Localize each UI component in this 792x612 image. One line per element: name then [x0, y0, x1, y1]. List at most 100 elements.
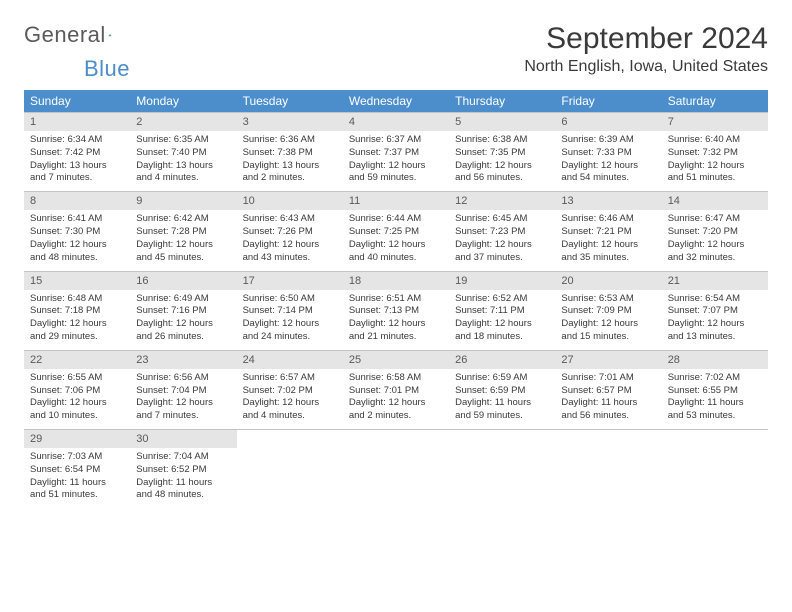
day-header: Friday	[555, 90, 661, 113]
day-details: Sunrise: 6:38 AMSunset: 7:35 PMDaylight:…	[449, 131, 555, 191]
calendar-row: 15Sunrise: 6:48 AMSunset: 7:18 PMDayligh…	[24, 271, 768, 350]
day-number: 30	[130, 430, 236, 448]
day-details: Sunrise: 6:52 AMSunset: 7:11 PMDaylight:…	[449, 290, 555, 350]
day-number: 11	[343, 192, 449, 210]
sunrise-line: Sunrise: 6:35 AM	[136, 134, 230, 147]
calendar-row: 8Sunrise: 6:41 AMSunset: 7:30 PMDaylight…	[24, 192, 768, 271]
sunrise-line: Sunrise: 6:56 AM	[136, 372, 230, 385]
day-details: Sunrise: 6:43 AMSunset: 7:26 PMDaylight:…	[237, 210, 343, 270]
calendar-cell: 16Sunrise: 6:49 AMSunset: 7:16 PMDayligh…	[130, 271, 236, 350]
day-header: Wednesday	[343, 90, 449, 113]
day-number: 2	[130, 113, 236, 131]
sunrise-line: Sunrise: 6:48 AM	[30, 293, 124, 306]
day-details: Sunrise: 6:51 AMSunset: 7:13 PMDaylight:…	[343, 290, 449, 350]
sunset-line: Sunset: 6:52 PM	[136, 464, 230, 477]
sunset-line: Sunset: 7:04 PM	[136, 385, 230, 398]
calendar-cell: 22Sunrise: 6:55 AMSunset: 7:06 PMDayligh…	[24, 350, 130, 429]
calendar-cell: 11Sunrise: 6:44 AMSunset: 7:25 PMDayligh…	[343, 192, 449, 271]
day-details: Sunrise: 6:40 AMSunset: 7:32 PMDaylight:…	[662, 131, 768, 191]
calendar-row: 22Sunrise: 6:55 AMSunset: 7:06 PMDayligh…	[24, 350, 768, 429]
sunset-line: Sunset: 6:55 PM	[668, 385, 762, 398]
calendar-row: 1Sunrise: 6:34 AMSunset: 7:42 PMDaylight…	[24, 113, 768, 192]
day-number: 10	[237, 192, 343, 210]
day-details: Sunrise: 6:49 AMSunset: 7:16 PMDaylight:…	[130, 290, 236, 350]
sunset-line: Sunset: 7:21 PM	[561, 226, 655, 239]
daylight-line: Daylight: 11 hours and 53 minutes.	[668, 397, 762, 423]
calendar-empty-cell	[555, 430, 661, 509]
sunrise-line: Sunrise: 6:41 AM	[30, 213, 124, 226]
calendar-row: 29Sunrise: 7:03 AMSunset: 6:54 PMDayligh…	[24, 430, 768, 509]
day-number: 24	[237, 351, 343, 369]
day-number: 9	[130, 192, 236, 210]
daylight-line: Daylight: 13 hours and 2 minutes.	[243, 160, 337, 186]
day-details: Sunrise: 7:02 AMSunset: 6:55 PMDaylight:…	[662, 369, 768, 429]
day-details: Sunrise: 6:36 AMSunset: 7:38 PMDaylight:…	[237, 131, 343, 191]
daylight-line: Daylight: 12 hours and 56 minutes.	[455, 160, 549, 186]
sunset-line: Sunset: 7:25 PM	[349, 226, 443, 239]
calendar-cell: 18Sunrise: 6:51 AMSunset: 7:13 PMDayligh…	[343, 271, 449, 350]
calendar-table: SundayMondayTuesdayWednesdayThursdayFrid…	[24, 90, 768, 508]
day-details: Sunrise: 6:47 AMSunset: 7:20 PMDaylight:…	[662, 210, 768, 270]
title-block: September 2024 North English, Iowa, Unit…	[524, 22, 768, 76]
calendar-cell: 10Sunrise: 6:43 AMSunset: 7:26 PMDayligh…	[237, 192, 343, 271]
sunrise-line: Sunrise: 6:40 AM	[668, 134, 762, 147]
calendar-cell: 9Sunrise: 6:42 AMSunset: 7:28 PMDaylight…	[130, 192, 236, 271]
calendar-cell: 30Sunrise: 7:04 AMSunset: 6:52 PMDayligh…	[130, 430, 236, 509]
calendar-cell: 15Sunrise: 6:48 AMSunset: 7:18 PMDayligh…	[24, 271, 130, 350]
sunset-line: Sunset: 6:59 PM	[455, 385, 549, 398]
logo-sail-icon	[108, 26, 112, 44]
sunset-line: Sunset: 7:13 PM	[349, 305, 443, 318]
calendar-cell: 23Sunrise: 6:56 AMSunset: 7:04 PMDayligh…	[130, 350, 236, 429]
day-header: Thursday	[449, 90, 555, 113]
day-number: 23	[130, 351, 236, 369]
day-number: 7	[662, 113, 768, 131]
day-number: 26	[449, 351, 555, 369]
sunset-line: Sunset: 7:28 PM	[136, 226, 230, 239]
day-details: Sunrise: 6:42 AMSunset: 7:28 PMDaylight:…	[130, 210, 236, 270]
day-details: Sunrise: 6:50 AMSunset: 7:14 PMDaylight:…	[237, 290, 343, 350]
logo-word-general: General	[24, 22, 106, 48]
day-header: Saturday	[662, 90, 768, 113]
day-details: Sunrise: 6:35 AMSunset: 7:40 PMDaylight:…	[130, 131, 236, 191]
daylight-line: Daylight: 12 hours and 13 minutes.	[668, 318, 762, 344]
sunset-line: Sunset: 7:38 PM	[243, 147, 337, 160]
calendar-cell: 8Sunrise: 6:41 AMSunset: 7:30 PMDaylight…	[24, 192, 130, 271]
day-details: Sunrise: 7:04 AMSunset: 6:52 PMDaylight:…	[130, 448, 236, 508]
sunrise-line: Sunrise: 6:37 AM	[349, 134, 443, 147]
day-number: 4	[343, 113, 449, 131]
day-number: 27	[555, 351, 661, 369]
calendar-cell: 2Sunrise: 6:35 AMSunset: 7:40 PMDaylight…	[130, 113, 236, 192]
sunset-line: Sunset: 7:33 PM	[561, 147, 655, 160]
sunset-line: Sunset: 7:32 PM	[668, 147, 762, 160]
sunrise-line: Sunrise: 6:54 AM	[668, 293, 762, 306]
calendar-empty-cell	[343, 430, 449, 509]
day-number: 20	[555, 272, 661, 290]
calendar-cell: 6Sunrise: 6:39 AMSunset: 7:33 PMDaylight…	[555, 113, 661, 192]
day-number: 15	[24, 272, 130, 290]
daylight-line: Daylight: 12 hours and 43 minutes.	[243, 239, 337, 265]
sunrise-line: Sunrise: 6:49 AM	[136, 293, 230, 306]
calendar-cell: 21Sunrise: 6:54 AMSunset: 7:07 PMDayligh…	[662, 271, 768, 350]
calendar-cell: 24Sunrise: 6:57 AMSunset: 7:02 PMDayligh…	[237, 350, 343, 429]
day-header: Tuesday	[237, 90, 343, 113]
calendar-header-row: SundayMondayTuesdayWednesdayThursdayFrid…	[24, 90, 768, 113]
day-number: 5	[449, 113, 555, 131]
day-number: 25	[343, 351, 449, 369]
sunset-line: Sunset: 7:14 PM	[243, 305, 337, 318]
day-number: 14	[662, 192, 768, 210]
daylight-line: Daylight: 11 hours and 59 minutes.	[455, 397, 549, 423]
calendar-cell: 19Sunrise: 6:52 AMSunset: 7:11 PMDayligh…	[449, 271, 555, 350]
daylight-line: Daylight: 12 hours and 51 minutes.	[668, 160, 762, 186]
day-details: Sunrise: 6:46 AMSunset: 7:21 PMDaylight:…	[555, 210, 661, 270]
sunrise-line: Sunrise: 6:50 AM	[243, 293, 337, 306]
day-header: Sunday	[24, 90, 130, 113]
daylight-line: Daylight: 12 hours and 2 minutes.	[349, 397, 443, 423]
daylight-line: Daylight: 12 hours and 24 minutes.	[243, 318, 337, 344]
day-details: Sunrise: 6:39 AMSunset: 7:33 PMDaylight:…	[555, 131, 661, 191]
calendar-empty-cell	[662, 430, 768, 509]
sunrise-line: Sunrise: 6:55 AM	[30, 372, 124, 385]
calendar-cell: 20Sunrise: 6:53 AMSunset: 7:09 PMDayligh…	[555, 271, 661, 350]
day-details: Sunrise: 6:45 AMSunset: 7:23 PMDaylight:…	[449, 210, 555, 270]
day-number: 21	[662, 272, 768, 290]
calendar-body: 1Sunrise: 6:34 AMSunset: 7:42 PMDaylight…	[24, 113, 768, 509]
